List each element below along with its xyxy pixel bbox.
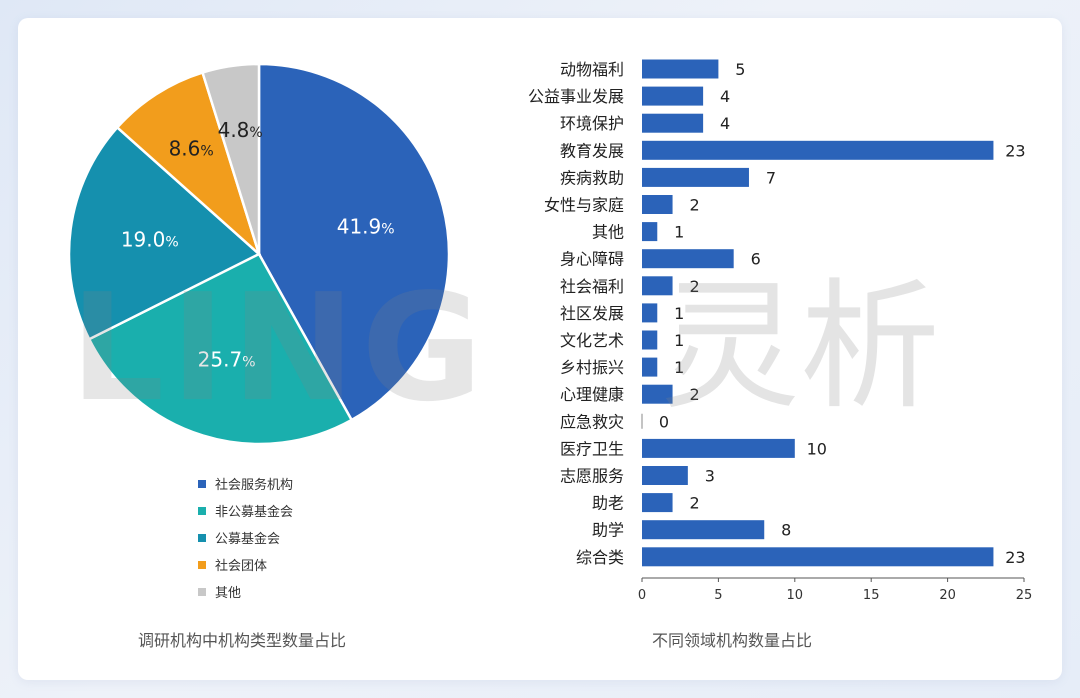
pie-slice-1 bbox=[87, 252, 354, 446]
legend-item-0: 社会服务机构 bbox=[198, 470, 293, 497]
value-label-3: 23 bbox=[1005, 141, 1025, 160]
legend-label: 社会团体 bbox=[215, 559, 268, 574]
category-label-2: 环境保护 bbox=[560, 114, 624, 133]
legend-label: 社会服务机构 bbox=[215, 478, 294, 493]
value-label-2: 4 bbox=[720, 114, 730, 133]
category-label-18: 综合类 bbox=[576, 548, 624, 567]
bar-3 bbox=[642, 140, 994, 160]
legend-item-1: 非公募基金会 bbox=[198, 497, 293, 524]
x-tick-label-0: 0 bbox=[638, 588, 646, 603]
value-label-17: 8 bbox=[781, 521, 791, 540]
bar-15 bbox=[642, 466, 688, 485]
legend-swatch bbox=[198, 506, 206, 515]
value-label-15: 3 bbox=[705, 467, 715, 486]
bar-12 bbox=[642, 384, 673, 404]
category-label-8: 社会福利 bbox=[560, 277, 624, 296]
pie-slice-3 bbox=[115, 71, 262, 258]
pie-label-1: 25.7% bbox=[198, 347, 256, 371]
value-label-8: 2 bbox=[689, 277, 699, 296]
bar-5 bbox=[642, 195, 673, 214]
bar-4 bbox=[642, 167, 749, 187]
value-label-10: 1 bbox=[674, 331, 684, 350]
bar-18 bbox=[642, 547, 994, 567]
value-label-12: 2 bbox=[689, 385, 699, 404]
category-label-17: 助学 bbox=[592, 521, 624, 540]
legend-item-2: 公募基金会 bbox=[198, 524, 293, 551]
legend-item-3: 社会团体 bbox=[198, 551, 293, 578]
pie-slice-4 bbox=[200, 62, 261, 255]
bar-0 bbox=[642, 59, 719, 79]
category-label-4: 疾病救助 bbox=[560, 168, 624, 187]
bar-16 bbox=[642, 493, 673, 513]
value-label-6: 1 bbox=[674, 223, 684, 242]
bar-2 bbox=[642, 113, 704, 133]
bar-6 bbox=[642, 222, 658, 242]
x-tick-label-5: 25 bbox=[1016, 588, 1033, 603]
category-label-13: 应急救灾 bbox=[560, 412, 624, 431]
bar-1 bbox=[642, 86, 704, 106]
right-chart-caption: 不同领域机构数量占比 bbox=[652, 631, 813, 650]
bar-17 bbox=[642, 520, 765, 540]
bar-7 bbox=[642, 249, 734, 269]
x-tick-label-3: 15 bbox=[863, 588, 880, 603]
category-label-11: 乡村振兴 bbox=[560, 358, 624, 377]
value-label-16: 2 bbox=[689, 494, 699, 513]
value-label-1: 4 bbox=[720, 87, 730, 106]
category-label-15: 志愿服务 bbox=[560, 467, 624, 486]
pie-legend: 社会服务机构 非公募基金会 公募基金会社会团体其他 bbox=[198, 470, 293, 605]
value-label-11: 1 bbox=[674, 358, 684, 377]
category-label-10: 文化艺术 bbox=[560, 331, 624, 350]
category-label-5: 女性与家庭 bbox=[544, 196, 624, 215]
bar-9 bbox=[642, 303, 658, 323]
category-label-12: 心理健康 bbox=[560, 385, 624, 404]
pie-slice-2 bbox=[67, 125, 262, 341]
legend-swatch bbox=[198, 587, 206, 596]
value-label-14: 10 bbox=[807, 439, 827, 458]
value-label-9: 1 bbox=[674, 304, 684, 323]
x-tick-label-1: 5 bbox=[714, 588, 722, 603]
category-label-9: 社区发展 bbox=[560, 304, 624, 323]
legend-label: 其他 bbox=[215, 586, 242, 601]
left-chart-caption: 调研机构中机构类型数量占比 bbox=[138, 631, 347, 650]
category-label-3: 教育发展 bbox=[560, 141, 624, 160]
bar-8 bbox=[642, 276, 673, 296]
value-label-0: 5 bbox=[735, 60, 745, 79]
legend-swatch bbox=[198, 533, 206, 542]
category-label-7: 身心障碍 bbox=[560, 250, 624, 269]
x-tick-label-2: 10 bbox=[787, 588, 804, 603]
pie-slice-0 bbox=[257, 62, 451, 422]
x-tick-label-4: 20 bbox=[939, 588, 956, 603]
pie-label-0: 41.9% bbox=[337, 214, 395, 238]
legend-label: 非公募基金会 bbox=[215, 505, 294, 520]
pie-label-3: 8.6% bbox=[169, 137, 214, 161]
value-label-18: 23 bbox=[1005, 548, 1025, 567]
legend-item-4: 其他 bbox=[198, 578, 293, 605]
bar-10 bbox=[642, 330, 658, 350]
legend-swatch bbox=[198, 479, 206, 488]
category-label-14: 医疗卫生 bbox=[560, 439, 624, 458]
category-label-1: 公益事业发展 bbox=[528, 87, 624, 106]
bar-14 bbox=[642, 438, 795, 458]
pie-label-4: 4.8% bbox=[218, 118, 263, 142]
category-label-0: 动物福利 bbox=[560, 60, 624, 79]
pie-label-2: 19.0% bbox=[121, 228, 179, 252]
legend-label: 公募基金会 bbox=[215, 532, 281, 547]
category-label-16: 助老 bbox=[592, 494, 624, 513]
value-label-13: 0 bbox=[659, 412, 669, 431]
value-label-4: 7 bbox=[766, 168, 776, 187]
legend-swatch bbox=[198, 560, 206, 569]
value-label-7: 6 bbox=[751, 250, 761, 269]
value-label-5: 2 bbox=[689, 196, 699, 215]
category-label-6: 其他 bbox=[592, 223, 624, 242]
bar-11 bbox=[642, 357, 658, 377]
